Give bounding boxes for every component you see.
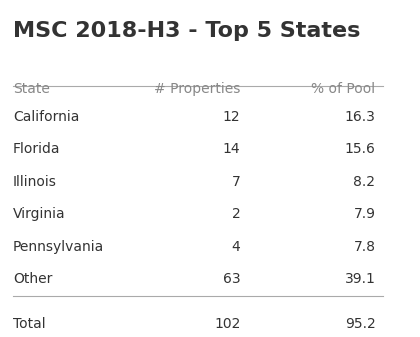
Text: # Properties: # Properties [154, 82, 240, 96]
Text: 2: 2 [232, 207, 240, 221]
Text: 102: 102 [214, 317, 240, 331]
Text: 16.3: 16.3 [344, 110, 375, 124]
Text: 7.9: 7.9 [353, 207, 375, 221]
Text: 39.1: 39.1 [344, 272, 375, 286]
Text: 7.8: 7.8 [353, 240, 375, 254]
Text: Florida: Florida [13, 143, 60, 156]
Text: Total: Total [13, 317, 46, 331]
Text: 14: 14 [223, 143, 240, 156]
Text: Pennsylvania: Pennsylvania [13, 240, 104, 254]
Text: 15.6: 15.6 [344, 143, 375, 156]
Text: 7: 7 [232, 175, 240, 189]
Text: State: State [13, 82, 50, 96]
Text: 63: 63 [223, 272, 240, 286]
Text: 4: 4 [232, 240, 240, 254]
Text: Illinois: Illinois [13, 175, 57, 189]
Text: Other: Other [13, 272, 52, 286]
Text: % of Pool: % of Pool [311, 82, 375, 96]
Text: 12: 12 [223, 110, 240, 124]
Text: MSC 2018-H3 - Top 5 States: MSC 2018-H3 - Top 5 States [13, 22, 360, 41]
Text: 95.2: 95.2 [345, 317, 375, 331]
Text: 8.2: 8.2 [353, 175, 375, 189]
Text: Virginia: Virginia [13, 207, 66, 221]
Text: California: California [13, 110, 79, 124]
